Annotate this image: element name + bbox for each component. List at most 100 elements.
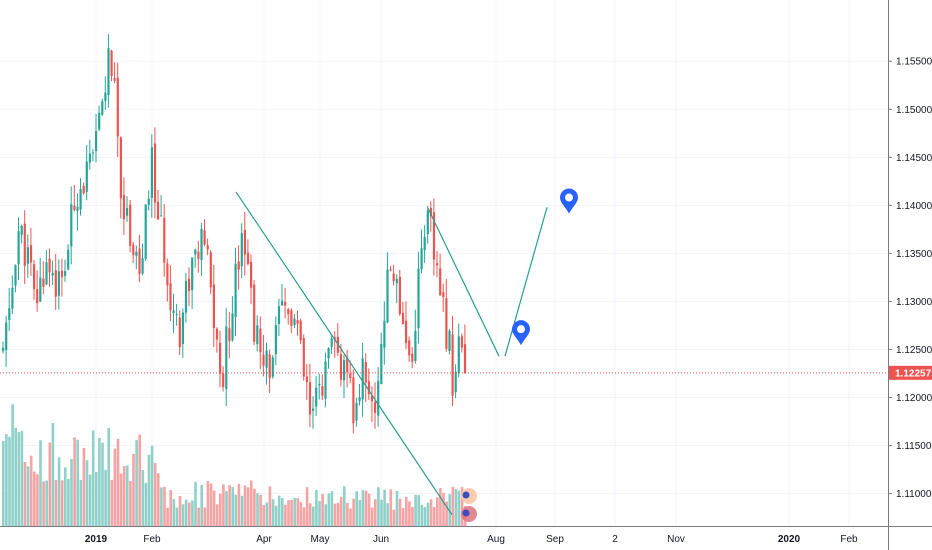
candle-body <box>346 357 349 373</box>
volume-bar <box>274 505 278 526</box>
candle-body <box>157 201 160 220</box>
candle-body <box>91 152 95 154</box>
candle-body <box>178 317 181 348</box>
price-tick-label: 1.12000 <box>896 393 932 404</box>
volume-bar <box>330 491 334 526</box>
candle-body <box>33 264 36 290</box>
volume-bar <box>321 493 324 526</box>
volume-bar <box>5 434 8 526</box>
candle-body <box>321 386 324 396</box>
candle-body <box>129 204 132 246</box>
volume-bar <box>181 504 185 526</box>
target-marker-upper[interactable] <box>560 188 578 214</box>
trendlines[interactable] <box>235 191 548 516</box>
candle-body <box>197 251 200 259</box>
time-tick-label: Aug <box>487 534 505 545</box>
volume-bar <box>209 483 213 526</box>
candle-body <box>67 249 70 270</box>
candle-body <box>107 48 110 96</box>
volume-bar <box>178 495 182 526</box>
volume-bar <box>262 505 265 526</box>
chart-grid <box>0 0 888 526</box>
last-price-tag: 1.12257 <box>889 365 932 380</box>
trendline-1[interactable] <box>427 207 500 357</box>
candle-body <box>88 153 91 163</box>
candle-body <box>20 225 23 235</box>
candle-body <box>150 147 153 198</box>
volume-bar <box>426 502 430 526</box>
candle-body <box>374 402 377 413</box>
candle-body <box>290 310 293 326</box>
target-markers[interactable] <box>512 188 578 346</box>
volume-bar <box>104 469 107 526</box>
candle-body <box>383 320 386 348</box>
candle-body <box>219 342 222 374</box>
time-axis[interactable]: 2019 Feb Apr May Jun Aug Sep 2 Nov 2020 Feb <box>85 534 858 545</box>
candle-body <box>327 348 330 359</box>
candle-body <box>370 395 374 402</box>
candle-body <box>392 273 395 282</box>
volume-bar <box>64 467 67 526</box>
volume-bar <box>116 438 120 526</box>
candle-body <box>364 362 367 383</box>
volume-bar <box>237 483 241 526</box>
candle-body <box>259 328 262 353</box>
candle-body <box>42 278 45 287</box>
volume-bar <box>138 434 141 526</box>
volume-bar <box>383 489 386 526</box>
trendline-0[interactable] <box>235 191 453 516</box>
candle-body <box>138 248 141 274</box>
price-axis[interactable]: 1.15500 1.15000 1.14500 1.14000 1.13500 1.130… <box>888 57 932 500</box>
candle-body <box>355 402 358 421</box>
pin-hole <box>517 325 525 334</box>
candle-body <box>293 318 296 326</box>
candle-body <box>36 289 39 304</box>
volume-bar <box>302 507 306 526</box>
candle-body <box>253 284 256 342</box>
volume-bar <box>110 479 114 526</box>
candle-body <box>163 217 166 263</box>
volume-bar <box>163 486 166 526</box>
pin-hole <box>565 193 573 202</box>
candle-body <box>153 143 157 203</box>
candle-body <box>200 228 203 260</box>
volume-bar <box>48 442 52 526</box>
volume-bar <box>445 501 448 526</box>
candle-body <box>361 358 364 400</box>
volume-bar <box>398 498 402 526</box>
volume-bar <box>33 471 36 526</box>
time-tick-label: Nov <box>667 534 685 545</box>
volume-bar <box>284 504 287 526</box>
trendline-2[interactable] <box>504 207 548 357</box>
candle-body <box>73 205 76 211</box>
volume-bar <box>85 460 89 526</box>
volume-bar <box>265 502 269 526</box>
candle-body <box>70 204 73 247</box>
candle-body <box>436 263 439 266</box>
price-tick-label: 1.14000 <box>896 201 932 212</box>
candle-body <box>448 330 451 351</box>
candle-body <box>423 236 426 251</box>
candle-body <box>305 376 308 383</box>
volume-bar <box>26 466 30 526</box>
candle-body <box>45 262 48 285</box>
volume-bar <box>73 437 76 526</box>
volume-bar <box>188 502 191 526</box>
candle-body <box>262 354 265 366</box>
candle-body <box>122 195 126 220</box>
candle-body <box>119 137 122 199</box>
volume-bar <box>200 484 203 526</box>
volume-bar <box>457 490 461 526</box>
volume-bar <box>206 481 210 526</box>
volume-bar <box>166 507 169 526</box>
logo-dot <box>462 491 470 499</box>
volume-bar <box>448 494 451 526</box>
volume-bar <box>60 480 64 526</box>
volume-bar <box>277 495 281 526</box>
volume-bar <box>135 440 138 526</box>
candle-body <box>463 344 467 373</box>
target-marker-lower[interactable] <box>512 320 530 346</box>
volume-bar <box>225 490 228 526</box>
volume-bar <box>333 503 337 526</box>
